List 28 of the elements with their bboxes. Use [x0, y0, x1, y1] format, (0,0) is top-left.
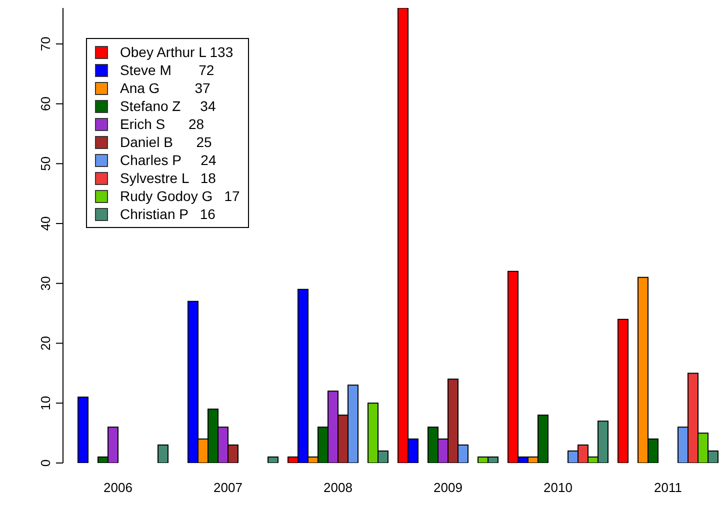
bar — [78, 396, 88, 463]
y-tick-label: 0 — [38, 459, 53, 467]
y-tick-label: 60 — [38, 96, 53, 112]
legend-label: Sylvestre L 18 — [120, 170, 216, 186]
bar — [158, 444, 168, 463]
bar — [618, 318, 628, 463]
legend-label: Erich S 28 — [120, 116, 204, 132]
x-tick-label: 2008 — [324, 480, 352, 496]
legend-label: Rudy Godoy G 17 — [120, 188, 240, 204]
y-tick-label: 50 — [38, 156, 53, 171]
legend-label: Ana G 37 — [120, 80, 210, 96]
y-tick-label: 30 — [38, 276, 53, 291]
y-tick-label: 40 — [38, 216, 53, 231]
y-tick-label: 20 — [38, 336, 53, 350]
legend-label: Christian P 16 — [120, 206, 216, 222]
legend-label: Obey Arthur L 133 — [120, 44, 234, 60]
legend-label: Daniel B 25 — [120, 134, 212, 150]
x-tick-label: 2009 — [434, 480, 462, 496]
y-tick-label: 70 — [38, 36, 53, 52]
x-tick-label: 2006 — [104, 480, 132, 496]
x-tick-label: 2011 — [654, 480, 682, 496]
legend-label: Stefano Z 34 — [120, 98, 216, 114]
y-tick-label: 10 — [38, 396, 53, 410]
legend-label: Charles P 24 — [120, 152, 216, 168]
x-tick-label: 2007 — [214, 480, 242, 496]
legend-label: Steve M 72 — [120, 62, 214, 78]
x-tick-label: 2010 — [544, 480, 572, 496]
bar — [268, 456, 278, 463]
